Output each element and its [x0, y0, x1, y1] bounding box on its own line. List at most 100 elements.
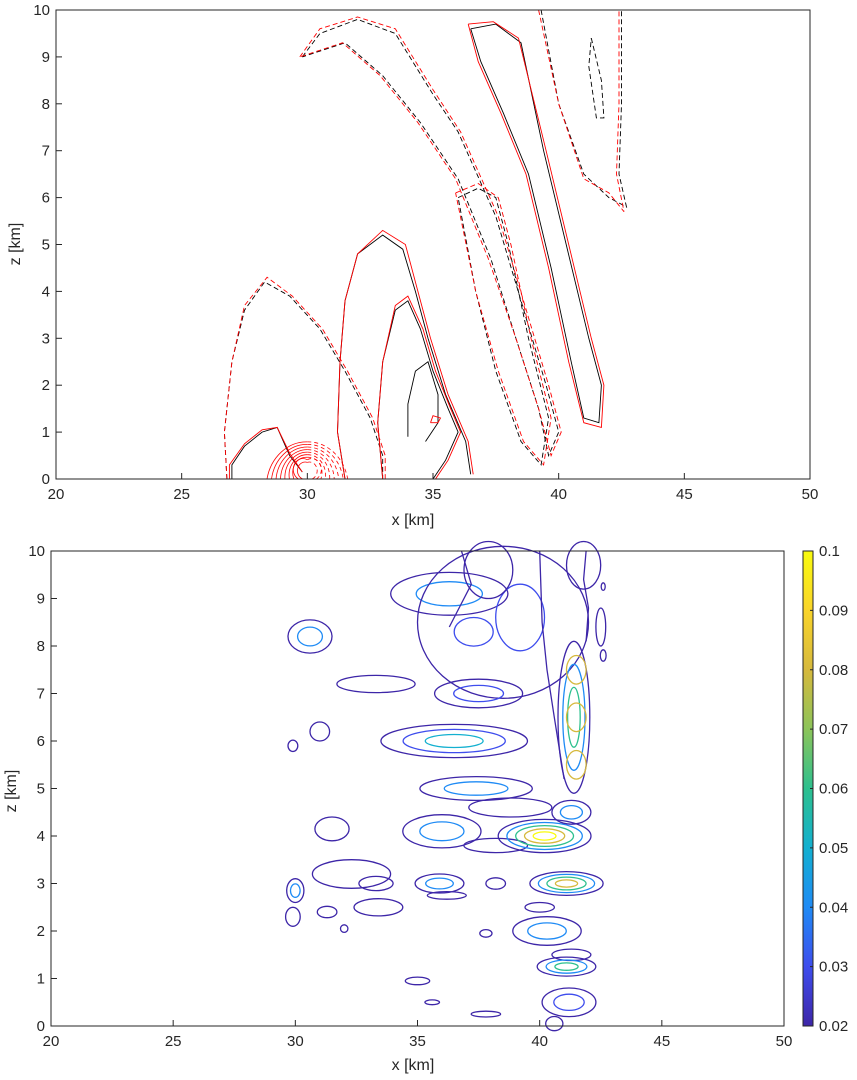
colorbar-tick-label: 0.04 [819, 899, 848, 916]
bottom-y-tick-label: 2 [37, 923, 45, 940]
contour-red-dashed-18 [538, 9, 625, 212]
outer-isoline-1 [539, 550, 565, 780]
isoline-7-2 [424, 733, 484, 749]
isoline-30-2 [546, 876, 587, 891]
isoline-30-1 [537, 873, 596, 894]
isoline-35-1 [553, 993, 585, 1012]
source-contour-right-6 [307, 449, 335, 480]
isoline-4-0 [453, 616, 494, 647]
isoline-12-1 [419, 821, 465, 842]
top-y-tick-label: 9 [42, 49, 50, 66]
colorbar-tick-label: 0.02 [819, 1018, 848, 1035]
isoline-39-0 [404, 976, 431, 986]
isoline-40-0 [479, 928, 493, 938]
source-contour-left-9 [266, 441, 308, 480]
source-contour-right-5 [307, 451, 331, 480]
isoline-14-0 [463, 837, 529, 854]
top-axes-box [55, 9, 811, 480]
bottom-x-tick-label: 25 [165, 1033, 182, 1050]
top-x-tick-label: 30 [299, 486, 316, 503]
contour-black-solid-2 [377, 300, 459, 480]
contour-red-solid-13 [430, 415, 442, 424]
isoline-30-3 [554, 879, 579, 888]
isoline-32-0 [512, 916, 582, 946]
isoline-0-0 [287, 619, 333, 654]
contour-black-solid-4 [470, 23, 602, 424]
bottom-y-tick-label: 7 [37, 686, 45, 703]
bottom-x-tick-label: 50 [776, 1033, 793, 1050]
isoline-30-0 [529, 870, 604, 897]
isoline-15-4 [532, 831, 557, 841]
colorbar-tick-label: 0.09 [819, 602, 848, 619]
bottom-y-tick-label: 0 [37, 1018, 45, 1035]
bottom-contour-lines [284, 540, 607, 1032]
top-contour-lines [223, 9, 628, 480]
bottom-x-tick-label: 45 [653, 1033, 670, 1050]
isoline-15-3 [523, 828, 566, 844]
isoline-18-0 [565, 654, 587, 685]
isoline-27-1 [425, 877, 454, 890]
isoline-7-1 [402, 728, 506, 754]
source-contour-right-4 [307, 454, 327, 480]
isoline-42-0 [595, 607, 607, 647]
top-y-tick-label: 2 [42, 377, 50, 394]
isoline-10-1 [443, 781, 509, 796]
bottom-y-tick-label: 8 [37, 638, 45, 655]
colorbar-tick-label: 0.06 [819, 781, 848, 798]
bottom-y-tick-label: 5 [37, 781, 45, 798]
bottom-x-tick-label: 20 [43, 1033, 60, 1050]
isoline-17-1 [562, 663, 586, 771]
isoline-25-0 [316, 905, 338, 919]
isoline-15-0 [497, 818, 592, 854]
contour-red-dashed-16 [299, 16, 562, 457]
bottom-y-tick-label: 10 [28, 543, 45, 560]
contour-black-dashed-7 [457, 187, 550, 466]
bottom-x-tick-label: 35 [409, 1033, 426, 1050]
bottom-x-axis-label: x [km] [392, 1057, 435, 1074]
isoline-26-0 [358, 875, 394, 892]
isoline-46-0 [565, 540, 602, 590]
isoline-19-0 [565, 702, 587, 733]
bottom-x-tick-label: 30 [287, 1033, 304, 1050]
contour-black-solid-3 [407, 361, 439, 442]
isoline-8-0 [287, 739, 299, 753]
top-y-tick-label: 0 [42, 471, 50, 488]
isoline-15-2 [515, 824, 575, 848]
isoline-35-0 [541, 987, 597, 1018]
source-contour-left-6 [280, 449, 308, 480]
contour-black-dashed-6 [301, 18, 560, 458]
isoline-2-0 [390, 571, 509, 616]
contour-black-solid-1 [337, 234, 472, 480]
top-x-tick-label: 45 [676, 486, 693, 503]
bottom-y-tick-label: 4 [37, 828, 45, 845]
top-x-tick-label: 40 [550, 486, 567, 503]
isoline-20-0 [565, 749, 587, 780]
isoline-7-0 [380, 723, 529, 759]
source-contour-right-9 [307, 441, 349, 480]
isoline-17-2 [566, 686, 581, 748]
source-contour-left-4 [288, 454, 308, 480]
isoline-15-1 [506, 821, 583, 851]
contour-red-solid-10 [228, 426, 303, 479]
top-y-tick-label: 6 [42, 190, 50, 207]
bottom-x-tick-label: 40 [531, 1033, 548, 1050]
isoline-38-0 [424, 999, 441, 1006]
source-contour-left-7 [275, 446, 308, 480]
top-y-tick-label: 1 [42, 424, 50, 441]
contour-black-dashed-5 [223, 281, 384, 480]
outer-isoline-2 [582, 550, 590, 642]
isoline-22-0 [353, 898, 404, 917]
isoline-12-0 [402, 814, 482, 849]
isoline-29-0 [485, 877, 507, 890]
isoline-13-0 [314, 816, 350, 842]
isoline-31-0 [524, 901, 556, 913]
isoline-41-0 [339, 924, 349, 934]
isoline-6-1 [453, 684, 505, 703]
top-y-tick-label: 7 [42, 143, 50, 160]
isoline-1-0 [336, 674, 416, 694]
source-contour-right-2 [307, 458, 322, 480]
contour-black-dashed-9 [588, 37, 605, 119]
top-x-axis-label: x [km] [392, 512, 435, 529]
